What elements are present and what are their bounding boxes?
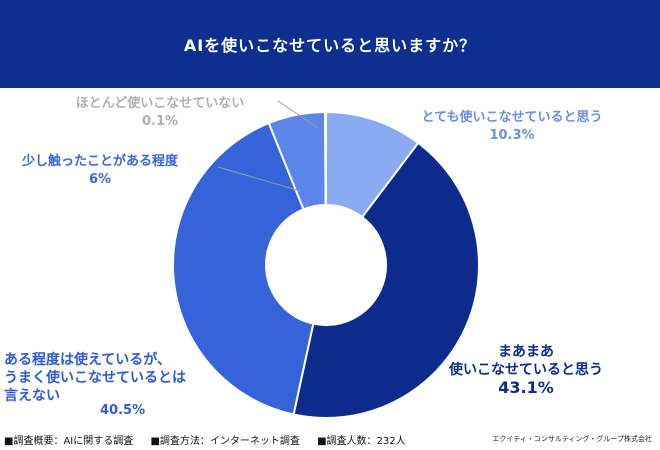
slice-label-3-line-1: ある程度は使えているが、 [4,351,171,368]
slice-label-2-line-2: 使いこなせていると思う [448,361,603,378]
survey-count: ■調査人数：232人 [317,436,406,447]
chart-title: AIを使いこなせていると思いますか？ [183,36,477,55]
survey-meta: ■調査概要：AIに関する調査 ■調査方法：インターネット調査 ■調査人数：232… [4,432,420,447]
leader-line-5 [277,100,319,129]
slice-value-2: 43.1% [498,378,554,397]
slice-value-4: 6% [89,172,111,187]
survey-footer: ■調査概要：AIに関する調査 ■調査方法：インターネット調査 ■調査人数：232… [0,427,660,450]
survey-method: ■調査方法：インターネット調査 [150,436,300,447]
leader-line-4 [217,166,301,192]
slice-label-1-line-1: とても使いこなせていると思う [422,109,603,125]
chart-header: AIを使いこなせていると思いますか？ [0,0,660,88]
survey-overview: ■調査概要：AIに関する調査 [4,436,134,447]
slice-value-5: 0.1% [142,114,178,129]
slice-label-3-line-3: 言えない [4,387,60,404]
donut-slice-3 [172,121,315,416]
company-name: エクイティ・コンサルティング・グループ株式会社 [492,435,652,443]
slice-label-5-line-1: ほとんど使いこなせていない [76,95,245,111]
slice-label-3-line-2: うまく使いこなせているとは [4,369,186,386]
donut-slice-5 [324,110,327,207]
donut-slice-2 [292,141,480,419]
slice-label-4-line-1: 少し触ったことがある程度 [21,153,179,169]
slice-label-2-line-1: まあまあ [498,344,554,360]
slice-value-1: 10.3% [489,128,534,143]
slice-value-3: 40.5% [100,403,145,418]
